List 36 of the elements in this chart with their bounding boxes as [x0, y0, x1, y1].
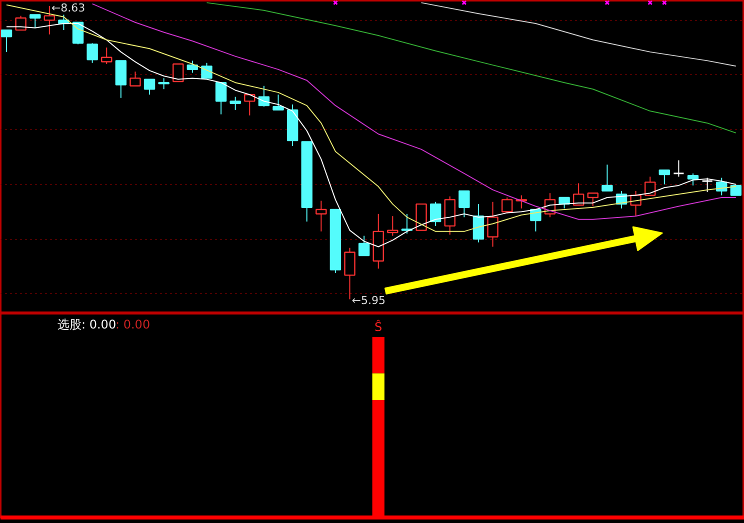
candlestick	[144, 78, 156, 96]
candlestick	[272, 94, 284, 111]
annotation: ←8.63	[51, 1, 86, 14]
candlestick	[215, 82, 227, 115]
candlestick	[572, 182, 584, 206]
candlestick	[387, 216, 398, 236]
candlestick	[201, 62, 212, 79]
candlestick	[0, 29, 12, 52]
candlestick	[230, 96, 241, 110]
candlestick	[401, 213, 413, 234]
candlestick	[487, 201, 498, 248]
candlestick	[672, 160, 684, 178]
annotation: ←5.95	[352, 294, 386, 307]
text: Ŝ	[374, 318, 382, 334]
candlestick	[101, 47, 112, 64]
candlestick	[430, 201, 442, 226]
text: 选股: 0.00	[58, 318, 116, 332]
candlestick	[15, 15, 26, 31]
candlestick	[644, 176, 656, 196]
candlestick	[244, 94, 256, 116]
candlestick	[702, 177, 714, 193]
candlestick	[358, 235, 370, 256]
candlestick	[687, 172, 699, 186]
text: : 0.00	[116, 318, 150, 332]
candlestick	[130, 71, 141, 86]
candlestick	[587, 192, 599, 207]
candlestick	[316, 200, 327, 232]
candlestick	[186, 60, 198, 74]
candlestick	[86, 42, 98, 64]
candlestick	[158, 78, 170, 90]
candlestick	[172, 63, 184, 82]
candlestick	[658, 170, 670, 185]
candlestick	[30, 14, 41, 28]
candlestick	[501, 196, 513, 212]
candlestick	[458, 190, 470, 218]
candlestick	[602, 164, 613, 192]
